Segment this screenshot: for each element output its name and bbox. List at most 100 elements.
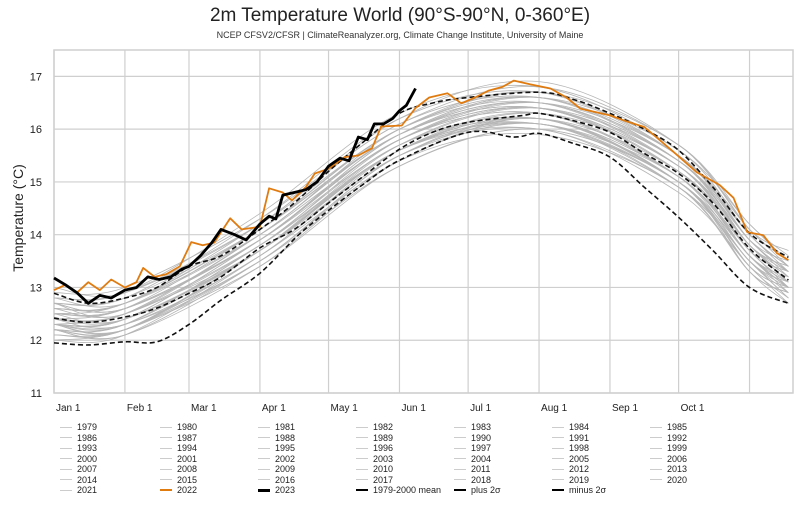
legend-item[interactable]: 1996 — [356, 443, 393, 453]
y-tick-labels: 11 12 13 14 15 16 17 — [30, 71, 42, 400]
legend-item[interactable]: 2023 — [258, 485, 295, 495]
legend-label: 1979-2000 mean — [373, 485, 442, 495]
legend-item[interactable]: 1993 — [60, 443, 97, 453]
legend-item[interactable]: 1987 — [160, 433, 197, 443]
legend-item[interactable]: 1985 — [650, 422, 687, 432]
legend-item[interactable]: 1981 — [258, 422, 295, 432]
legend-item[interactable]: 2000 — [60, 454, 97, 464]
legend-item[interactable]: 2002 — [258, 454, 295, 464]
legend-swatch — [160, 447, 172, 449]
legend-item[interactable]: 2011 — [454, 464, 490, 474]
legend-item[interactable]: 2003 — [356, 454, 393, 464]
legend-label: 2009 — [275, 464, 296, 474]
legend-item[interactable]: 2006 — [650, 454, 687, 464]
legend-item[interactable]: 2015 — [160, 475, 197, 485]
legend-swatch — [650, 479, 662, 480]
legend-label: 2017 — [373, 474, 394, 485]
legend-swatch — [552, 437, 564, 438]
legend-swatch — [258, 458, 270, 459]
legend-item[interactable]: 1992 — [650, 433, 687, 443]
legend-item[interactable]: 2013 — [650, 464, 687, 474]
legend-item[interactable]: 2016 — [258, 475, 295, 485]
line-2000 — [53, 117, 789, 333]
legend-swatch — [650, 447, 662, 449]
legend-item[interactable]: 2019 — [552, 475, 589, 485]
legend-item[interactable]: 1980 — [160, 422, 197, 432]
legend-label: 1984 — [569, 422, 590, 432]
legend-label: 1999 — [667, 443, 688, 453]
legend-swatch — [258, 479, 270, 480]
legend: 1979 1980 1981 1982 1983 1984 1985 1986 1987 1988… — [0, 422, 800, 509]
highlight-lines — [53, 79, 789, 346]
legend-item[interactable]: 2004 — [454, 454, 491, 464]
legend-label: 2020 — [667, 474, 688, 485]
chart-title: 2m Temperature World (90°S-90°N, 0-360°E… — [209, 5, 591, 26]
legend-swatch — [258, 468, 270, 470]
legend-label: 2019 — [569, 474, 590, 485]
legend-item[interactable]: 2008 — [160, 464, 197, 474]
legend-swatch — [160, 479, 172, 480]
legend-item[interactable]: 1986 — [60, 433, 97, 443]
legend-label: 2018 — [471, 474, 492, 485]
legend-item[interactable]: minus 2σ — [552, 485, 606, 495]
line-1999 — [53, 121, 789, 335]
legend-item[interactable]: 1994 — [160, 443, 197, 453]
legend-swatch — [160, 426, 172, 428]
legend-item[interactable]: 1984 — [552, 422, 589, 432]
legend-item[interactable]: 2022 — [160, 485, 197, 495]
legend-swatch — [160, 489, 172, 491]
legend-item[interactable]: 2001 — [160, 454, 197, 464]
legend-swatch — [552, 458, 564, 459]
legend-swatch — [258, 426, 270, 428]
legend-label: 2002 — [275, 453, 296, 464]
legend-item[interactable]: 2021 — [60, 485, 97, 495]
y-tick-label: 11 — [31, 388, 42, 400]
x-tick-label: Oct 1 — [681, 403, 705, 414]
line-2018 — [53, 96, 789, 306]
legend-swatch — [160, 437, 172, 438]
legend-swatch — [650, 458, 662, 459]
legend-swatch — [258, 488, 270, 492]
legend-item[interactable]: 2017 — [356, 475, 393, 485]
legend-item[interactable]: 1991 — [552, 433, 589, 443]
legend-item[interactable]: 1990 — [454, 433, 491, 443]
line-1985 — [53, 128, 789, 341]
legend-item[interactable]: 1979-2000 mean — [356, 485, 441, 495]
legend-item[interactable]: 2007 — [60, 464, 97, 474]
legend-swatch — [552, 426, 564, 428]
legend-item[interactable]: 1989 — [356, 433, 393, 443]
legend-swatch — [60, 458, 72, 459]
legend-label: 2004 — [471, 453, 492, 464]
legend-item[interactable]: 1999 — [650, 443, 687, 453]
legend-label: 1981 — [275, 422, 296, 432]
legend-item[interactable]: 2018 — [454, 475, 491, 485]
legend-item[interactable]: 1983 — [454, 422, 491, 432]
legend-item[interactable]: 2010 — [356, 464, 393, 474]
legend-swatch — [356, 447, 368, 449]
legend-label: 2007 — [77, 464, 98, 474]
x-tick-label: Aug 1 — [541, 403, 568, 414]
legend-label: 2008 — [177, 464, 198, 474]
legend-item[interactable]: 1979 — [60, 422, 97, 432]
legend-item[interactable]: 1998 — [552, 443, 589, 453]
y-tick-label: 17 — [30, 71, 42, 83]
legend-label: 1986 — [77, 432, 98, 443]
legend-item[interactable]: 2012 — [552, 464, 589, 474]
legend-label: 2012 — [569, 464, 590, 474]
legend-label: 1988 — [275, 432, 296, 443]
temperature-chart: 11 12 13 14 15 16 17 Jan 1 Feb 1 Mar 1 Apr 1 May 1… — [30, 49, 794, 414]
legend-item[interactable]: 2005 — [552, 454, 589, 464]
legend-item[interactable]: 2020 — [650, 475, 687, 485]
line-2005 — [53, 100, 789, 317]
y-tick-label: 12 — [30, 335, 42, 347]
legend-item[interactable]: 2009 — [258, 464, 295, 474]
legend-label: 2000 — [77, 453, 98, 464]
legend-item[interactable]: 1988 — [258, 433, 295, 443]
legend-item[interactable]: 2014 — [60, 475, 97, 485]
line-2014 — [53, 95, 789, 312]
legend-item[interactable]: plus 2σ — [454, 485, 501, 495]
legend-swatch — [60, 447, 72, 449]
legend-item[interactable]: 1982 — [356, 422, 393, 432]
legend-item[interactable]: 1997 — [454, 443, 491, 453]
legend-item[interactable]: 1995 — [258, 443, 295, 453]
